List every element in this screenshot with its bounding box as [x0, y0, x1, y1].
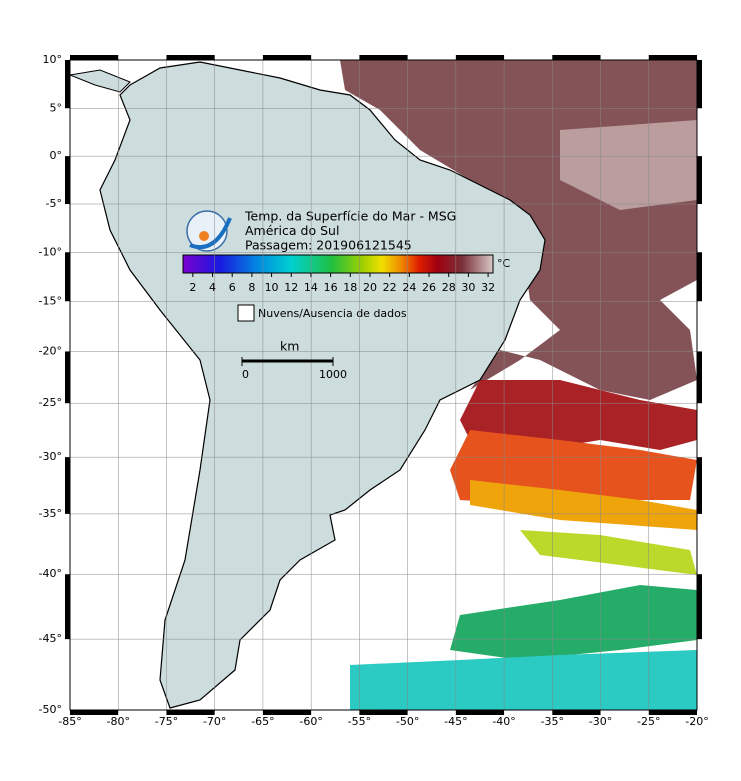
sst-green	[450, 585, 697, 660]
x-tick-label: -70°	[203, 715, 226, 728]
frame-segment	[648, 710, 697, 715]
colorbar-tick-label: 4	[209, 281, 216, 294]
x-tick-label: -75°	[155, 715, 178, 728]
colorbar-tick-label: 28	[442, 281, 456, 294]
colorbar-tick-label: 8	[248, 281, 255, 294]
colorbar	[182, 254, 494, 274]
frame-segment	[455, 710, 505, 715]
x-tick-label: -50°	[396, 715, 419, 728]
frame-segment	[166, 710, 215, 715]
y-tick-label: -40°	[39, 567, 62, 580]
colorbar-tick-label: 32	[481, 281, 495, 294]
sst-yellow	[470, 480, 697, 530]
y-tick-label: 0°	[50, 149, 63, 162]
colorbar-tick-label: 20	[363, 281, 377, 294]
colorbar-tick-label: 12	[284, 281, 298, 294]
colorbar-tick-label: 14	[304, 281, 318, 294]
map-body	[70, 60, 697, 710]
y-tick-label: 10°	[43, 53, 63, 66]
frame-segment	[552, 55, 601, 60]
frame-segment	[262, 710, 312, 715]
x-tick-label: -25°	[637, 715, 660, 728]
colorbar-tick-label: 10	[265, 281, 279, 294]
logo-dot	[199, 231, 209, 241]
x-tick-label: -65°	[251, 715, 274, 728]
frame-segment	[697, 156, 702, 205]
x-tick-label: -40°	[492, 715, 515, 728]
frame-segment	[65, 156, 70, 205]
frame-segment	[65, 351, 70, 404]
frame-segment	[359, 55, 408, 60]
logo-arrow	[189, 217, 232, 250]
sst-lime	[520, 530, 697, 575]
frame-segment	[697, 457, 702, 514]
central-america	[70, 69, 131, 93]
y-tick-label: -50°	[39, 703, 62, 716]
sst-cyan	[350, 650, 697, 710]
x-tick-label: -20°	[685, 715, 708, 728]
colorbar-tick-label: 22	[383, 281, 397, 294]
title-line: Temp. da Superfície do Mar - MSG	[244, 209, 456, 224]
frame-segment	[697, 574, 702, 640]
logo	[186, 210, 232, 252]
frame-segment	[552, 710, 601, 715]
y-tick-label: -5°	[46, 197, 62, 210]
y-tick-label: -10°	[39, 245, 62, 258]
frame-segment	[455, 55, 505, 60]
frame-segment	[65, 60, 70, 109]
title-line: América do Sul	[245, 223, 339, 238]
sst-red	[460, 380, 697, 450]
colorbar-tick-label: 24	[402, 281, 416, 294]
frame-segment	[359, 710, 408, 715]
y-tick-label: -45°	[39, 632, 62, 645]
frame-segment	[65, 574, 70, 640]
x-tick-label: -80°	[106, 715, 129, 728]
x-tick-label: -60°	[299, 715, 322, 728]
legend-label: Nuvens/Ausencia de dados	[258, 307, 407, 320]
frame-segment	[262, 55, 312, 60]
y-tick-label: 5°	[50, 101, 63, 114]
scale-tick-label: 0	[242, 368, 249, 381]
x-tick-label: -55°	[348, 715, 371, 728]
colorbar-tick-label: 2	[189, 281, 196, 294]
y-tick-label: -15°	[39, 294, 62, 307]
sst-warm-light	[560, 120, 697, 210]
frame-segment	[166, 55, 215, 60]
colorbar-tick-label: 18	[343, 281, 357, 294]
x-tick-label: -85°	[58, 715, 81, 728]
colorbar-unit: °C	[497, 257, 511, 270]
sst-field	[340, 60, 697, 710]
legend-swatch	[237, 304, 255, 322]
scale-tick-label: 1000	[319, 368, 347, 381]
frame-segment	[697, 252, 702, 302]
x-tick-label: -45°	[444, 715, 467, 728]
colorbar-tick-label: 6	[229, 281, 236, 294]
frame-segment	[70, 55, 119, 60]
y-tick-label: -35°	[39, 507, 62, 520]
colorbar-tick-label: 26	[422, 281, 436, 294]
title-line: Passagem: 201906121545	[245, 238, 412, 253]
y-tick-label: -30°	[39, 450, 62, 463]
frame-segment	[648, 55, 697, 60]
frame-segment	[65, 252, 70, 302]
y-tick-label: -20°	[39, 344, 62, 357]
y-tick-label: -25°	[39, 396, 62, 409]
frame-segment	[697, 60, 702, 109]
scale-unit: km	[280, 339, 299, 354]
colorbar-tick-label: 16	[324, 281, 338, 294]
x-tick-label: -30°	[589, 715, 612, 728]
colorbar-tick-label: 30	[461, 281, 475, 294]
frame-segment	[697, 351, 702, 404]
frame-segment	[65, 457, 70, 514]
x-tick-label: -35°	[541, 715, 564, 728]
frame-segment	[70, 710, 119, 715]
